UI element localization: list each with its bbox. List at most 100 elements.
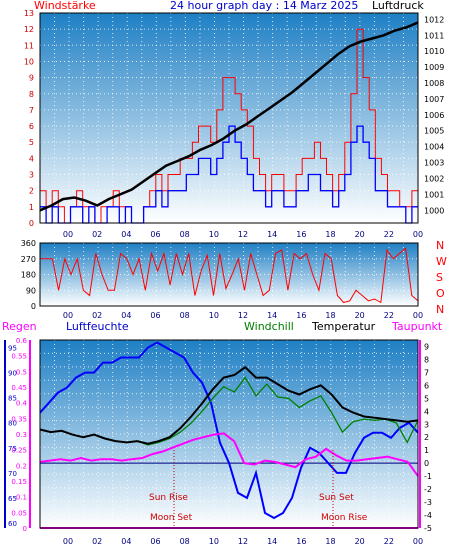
rain-tick-label: 0.1 [16, 494, 27, 502]
time-tick-label: 08 [180, 230, 190, 239]
humidity-axis-ticks: 60 65 70 75 80 85 90 95 [8, 345, 17, 528]
panel-temp-humidity: 0 0.05 0.1 0.15 0.2 0.25 0.3 0.35 0.4 0.45 0.5 0.55… [4, 337, 432, 546]
time-tick-label: 00 [63, 311, 73, 320]
pressure-label: Luftdruck [372, 0, 424, 12]
rain-tick-label: 0.45 [11, 384, 27, 392]
pressure-tick-label: 1008 [424, 79, 444, 88]
wind-tick-label: 1 [29, 203, 34, 212]
time-tick-label: 22 [384, 230, 394, 239]
time-tick-label: 14 [267, 230, 277, 239]
direction-tick-label: 0 [31, 302, 36, 311]
pressure-tick-label: 1005 [424, 127, 444, 136]
pressure-tick-label: 1010 [424, 47, 444, 56]
time-tick-label: 02 [92, 537, 102, 546]
time-tick-label: 18 [325, 311, 335, 320]
rain-tick-label: 0.15 [11, 478, 27, 486]
temperature-tick-label: 1 [424, 446, 429, 455]
panel3-time-ticks: 00 02 04 06 08 10 12 14 16 18 20 22 00 [63, 537, 423, 546]
time-tick-label: 12 [238, 230, 248, 239]
temperature-series [39, 365, 419, 445]
time-tick-label: 20 [355, 311, 365, 320]
panel2-time-ticks: 00 02 04 06 08 10 12 14 16 18 20 22 00 [63, 311, 423, 320]
moon-rise-label: Moon Rise [321, 513, 368, 523]
pressure-tick-label: 1002 [424, 174, 444, 183]
direction-tick-label: 270 [21, 255, 36, 264]
pressure-tick-label: 1007 [424, 95, 444, 104]
pressure-tick-label: 1003 [424, 159, 444, 168]
wind-tick-label: 8 [29, 90, 34, 99]
compass-w: W [436, 255, 447, 268]
temperature-tick-label: 0 [424, 459, 429, 468]
rain-label: Regen [2, 320, 37, 333]
rain-tick-label: 0.2 [16, 462, 27, 470]
time-tick-label: 02 [92, 230, 102, 239]
time-tick-label: 22 [384, 311, 394, 320]
time-tick-label: 14 [267, 537, 277, 546]
temperature-tick-label: -2 [424, 485, 432, 494]
humidity-tick-label: 90 [8, 370, 17, 378]
wind-tick-label: 3 [29, 171, 34, 180]
humidity-label: Luftfeuchte [66, 320, 129, 333]
direction-axis-ticks: 0 90 180 270 360 [21, 239, 36, 311]
panel3-grid [40, 340, 418, 528]
time-tick-label: 12 [238, 311, 248, 320]
time-tick-label: 04 [121, 230, 131, 239]
time-tick-label: 10 [209, 537, 219, 546]
humidity-tick-label: 60 [8, 520, 17, 528]
rain-tick-label: 0.5 [16, 368, 27, 376]
time-tick-label: 00 [413, 537, 423, 546]
temperature-tick-label: -1 [424, 472, 432, 481]
time-tick-label: 16 [296, 311, 306, 320]
compass-n-bottom: N [436, 303, 444, 316]
panel1-grid [40, 13, 418, 223]
time-tick-label: 00 [63, 230, 73, 239]
rain-tick-label: 0 [23, 525, 27, 533]
temperature-tick-label: 3 [424, 420, 429, 429]
time-tick-label: 00 [413, 230, 423, 239]
pressure-axis-ticks: 1000 1001 1002 1003 1004 1005 1006 1007 1008 1009… [424, 15, 444, 215]
temperature-tick-label: 6 [424, 381, 429, 390]
wind-tick-label: 10 [24, 57, 34, 66]
dewpoint-label: Taupunkt [391, 320, 443, 333]
pressure-line [39, 21, 419, 212]
time-tick-label: 16 [296, 230, 306, 239]
time-tick-label: 14 [267, 311, 277, 320]
rain-tick-label: 0.4 [16, 400, 28, 408]
wind-tick-label: 11 [24, 41, 34, 50]
temperature-tick-label: 7 [424, 368, 429, 377]
temperature-tick-label: 2 [424, 433, 429, 442]
time-tick-label: 08 [180, 537, 190, 546]
temperature-label: Temperatur [311, 320, 376, 333]
temperature-tick-label: -3 [424, 498, 432, 507]
time-tick-label: 16 [296, 537, 306, 546]
compass-s: S [436, 271, 443, 284]
humidity-tick-label: 95 [8, 345, 17, 353]
rain-tick-label: 0.6 [16, 337, 28, 345]
wind-tick-label: 9 [29, 74, 34, 83]
temperature-tick-label: 8 [424, 355, 429, 364]
temperature-tick-label: -4 [424, 511, 432, 520]
wind-tick-label: 6 [29, 122, 34, 131]
time-tick-label: 04 [121, 537, 131, 546]
wind-tick-label: 2 [29, 187, 34, 196]
pressure-tick-label: 1009 [424, 63, 444, 72]
time-tick-label: 20 [355, 537, 365, 546]
graph-title: 24 hour graph day : 14 Marz 2025 [170, 0, 358, 12]
time-tick-label: 10 [209, 230, 219, 239]
humidity-line [39, 341, 419, 520]
time-tick-label: 18 [325, 230, 335, 239]
panel3-frame [39, 339, 419, 529]
wind-strength-label: Windstärke [34, 0, 96, 12]
compass-o: O [436, 287, 445, 300]
time-tick-label: 06 [150, 230, 160, 239]
rain-tick-label: 0.05 [11, 509, 27, 517]
temperature-tick-label: -5 [424, 524, 432, 533]
time-tick-label: 12 [238, 537, 248, 546]
humidity-tick-label: 85 [8, 395, 17, 403]
wind-gust-series [40, 28, 418, 224]
wind-direction-series [40, 247, 419, 304]
temperature-line [39, 365, 419, 445]
